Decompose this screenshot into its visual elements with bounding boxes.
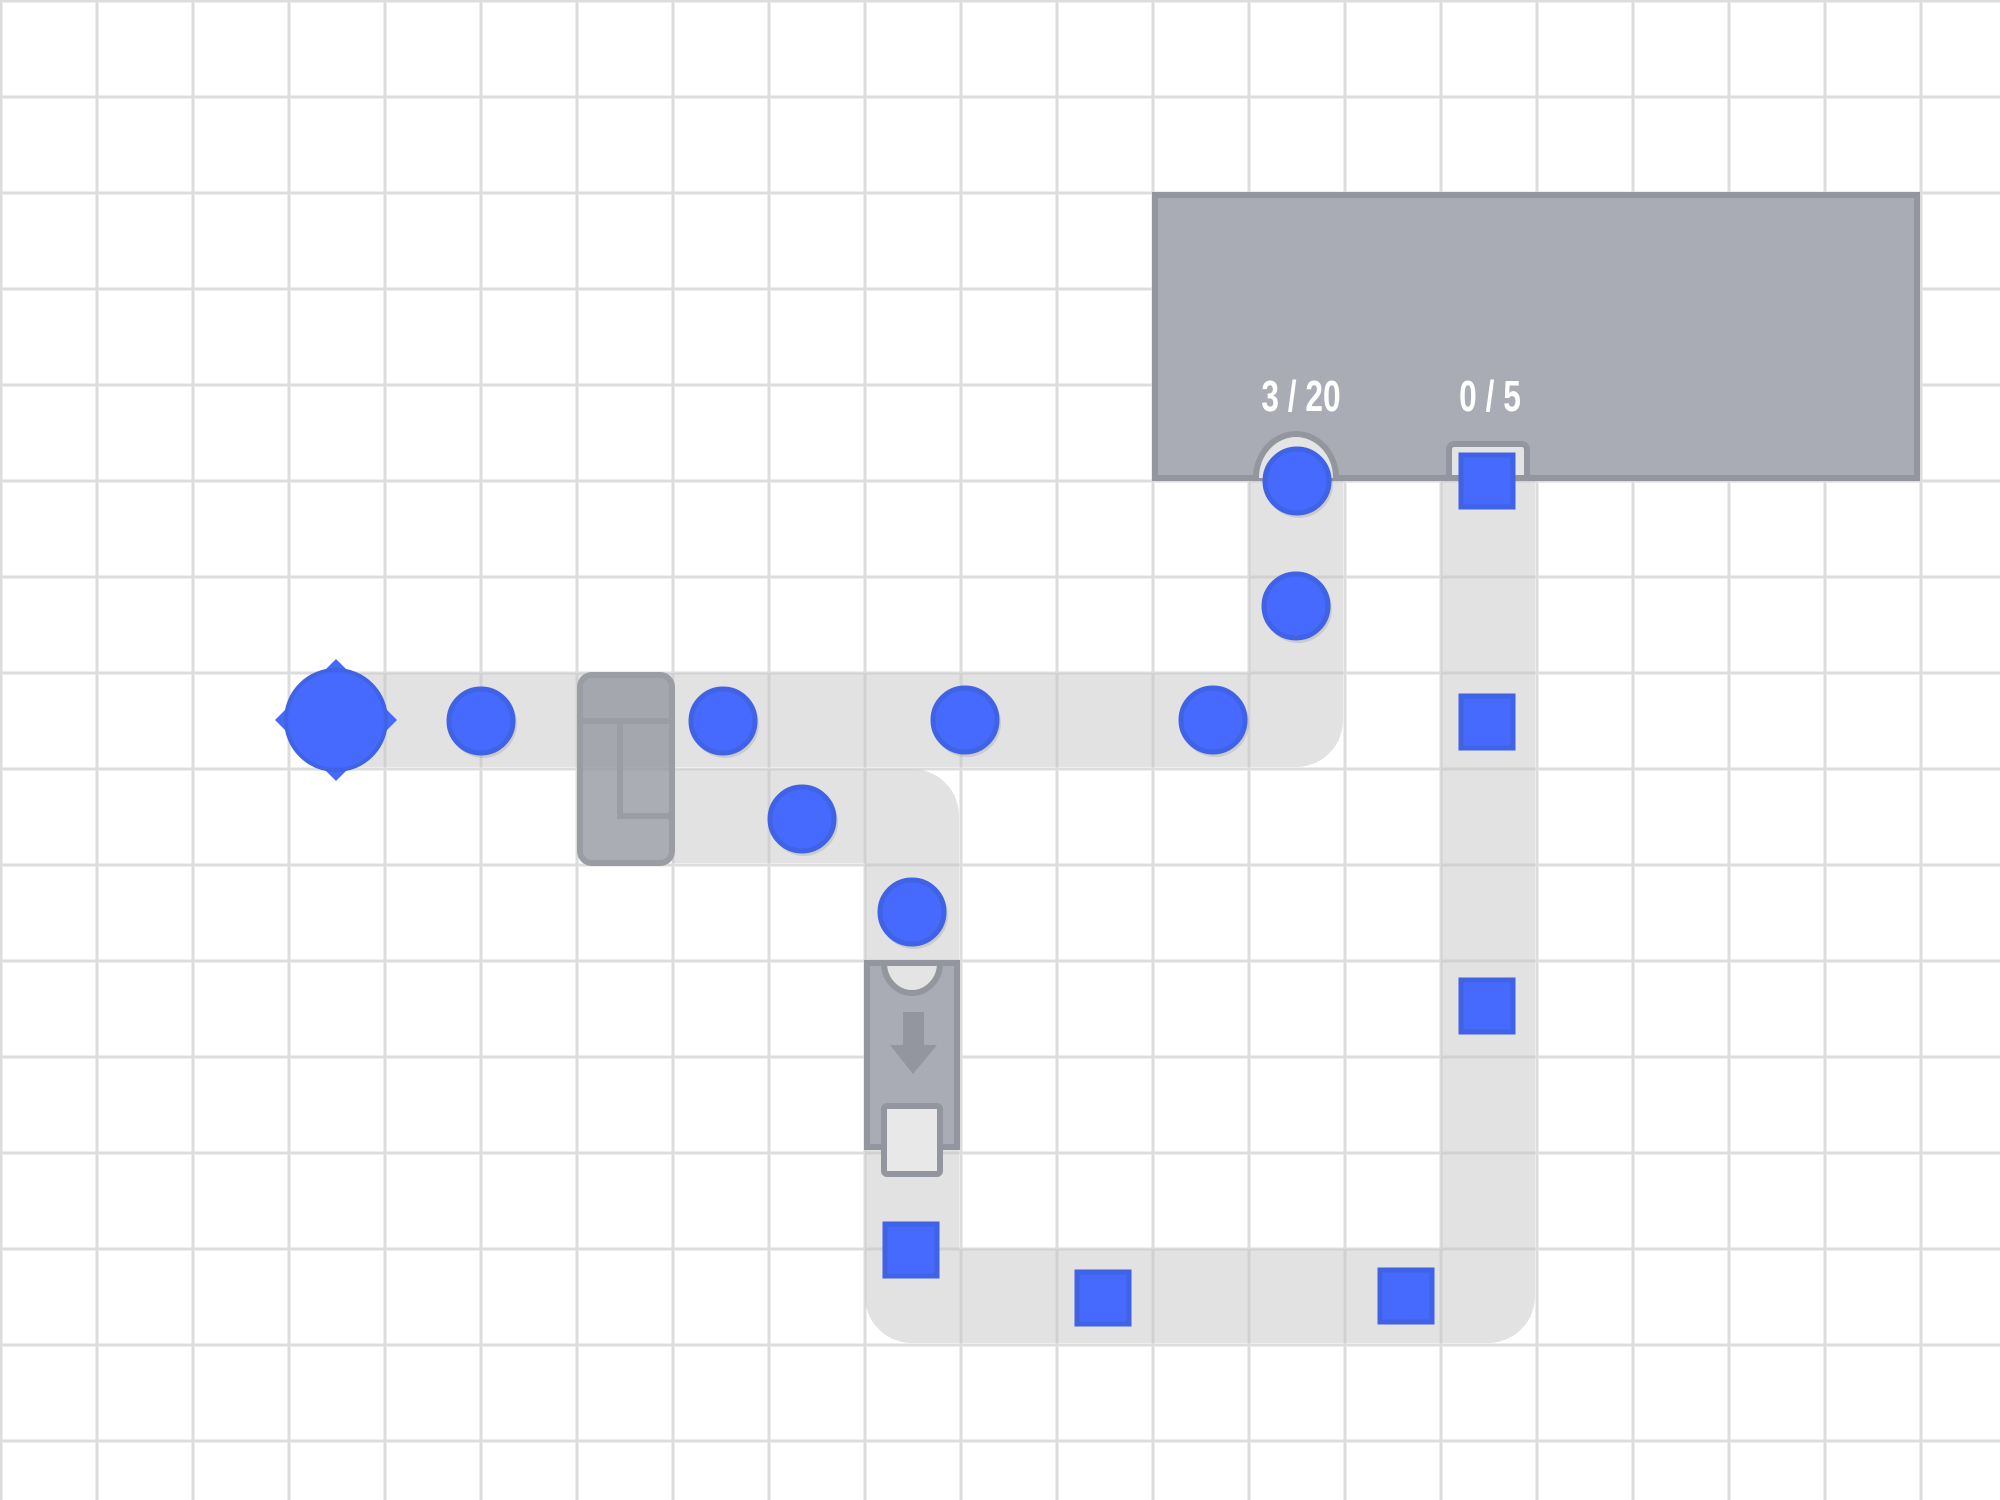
source-node[interactable]: [275, 659, 397, 781]
converter-output-slot: [881, 1103, 943, 1177]
building-body[interactable]: [1152, 192, 1920, 481]
items: [446, 446, 1516, 1327]
converter[interactable]: [864, 960, 960, 1177]
circle-item: [1262, 446, 1332, 516]
circle-item: [1178, 685, 1248, 755]
square-counter: 0 / 5: [1459, 372, 1521, 421]
square-item: [1458, 693, 1516, 751]
square-item: [1074, 1269, 1132, 1327]
circle-item: [688, 686, 758, 756]
square-item: [1458, 977, 1516, 1035]
building[interactable]: 3 / 20 0 / 5: [1152, 192, 1920, 481]
belt-branch[interactable]: [672, 480, 1535, 1343]
converter-input-notch: [880, 960, 944, 996]
square-item: [1458, 452, 1516, 510]
circle-item: [877, 877, 947, 947]
circle-item: [1261, 571, 1331, 641]
circle-item: [930, 685, 1000, 755]
arrow-down-icon: [890, 1012, 937, 1074]
circle-item: [446, 686, 516, 756]
circle-counter: 3 / 20: [1261, 372, 1340, 421]
circle-item: [767, 784, 837, 854]
splitter-icon: [578, 718, 672, 819]
splitter[interactable]: [577, 672, 675, 866]
square-item: [882, 1221, 940, 1279]
square-item: [1377, 1267, 1435, 1325]
